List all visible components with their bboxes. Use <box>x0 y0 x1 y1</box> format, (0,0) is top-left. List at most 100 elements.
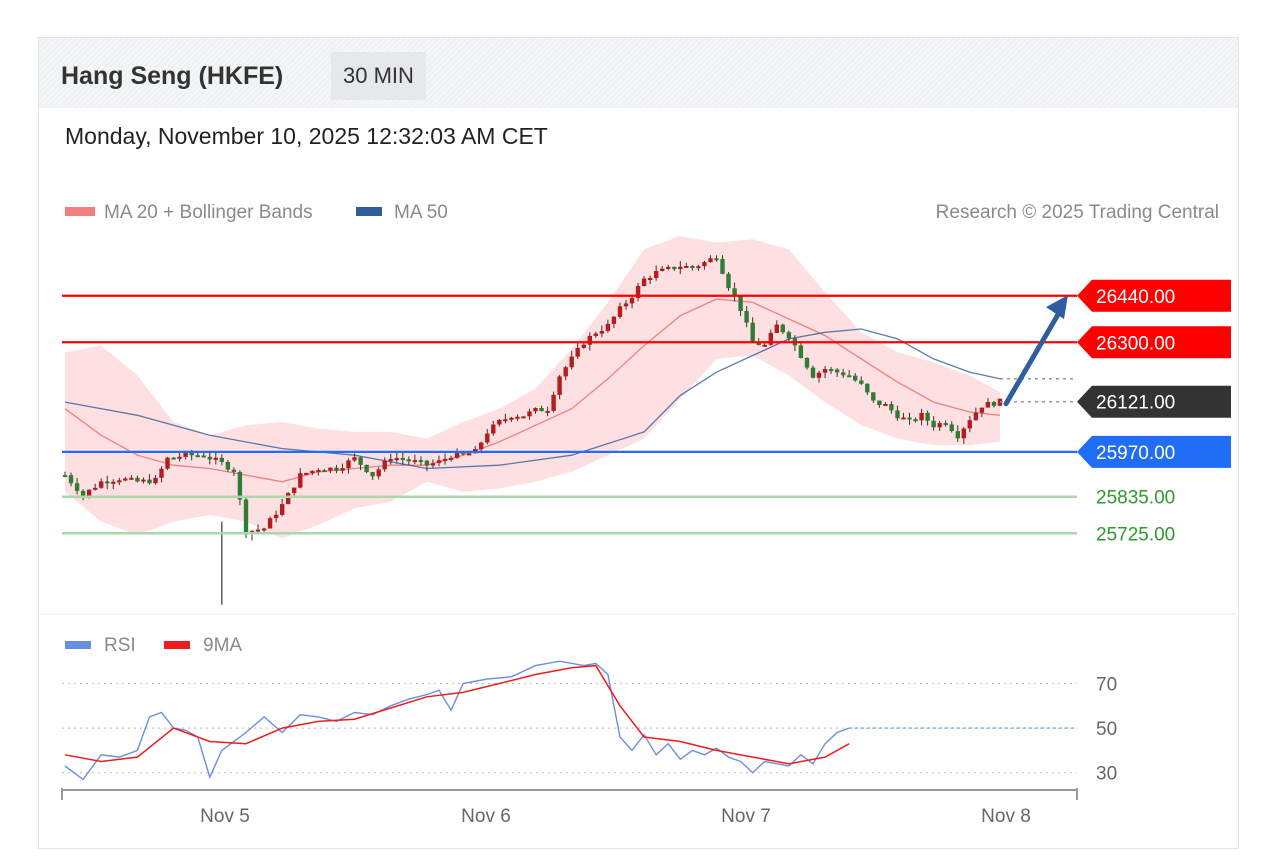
candle-body <box>871 392 876 401</box>
candle <box>539 405 544 412</box>
candle <box>593 331 598 338</box>
candle-body <box>654 271 659 278</box>
candle-body <box>617 306 623 317</box>
candle-body <box>219 457 224 462</box>
candle <box>316 468 321 476</box>
ma50-line <box>64 328 1001 470</box>
candle-body <box>292 487 297 494</box>
candle-body <box>298 473 303 488</box>
candle-body <box>74 483 80 491</box>
rsi-tick-30: 30 <box>1096 764 1117 785</box>
candle-body <box>491 424 496 434</box>
candle-body <box>358 457 363 465</box>
candle-body <box>629 298 635 304</box>
candle-body <box>853 375 858 381</box>
candle <box>714 255 719 262</box>
candle <box>605 319 611 333</box>
candle <box>521 416 526 419</box>
ma50-legend-label: MA 50 <box>394 202 448 223</box>
candle-body <box>575 347 580 357</box>
candle <box>629 295 635 309</box>
candle <box>563 365 568 381</box>
candle-body <box>816 372 822 378</box>
candle-body <box>304 473 309 475</box>
candle-body <box>720 258 725 274</box>
candle <box>828 366 834 374</box>
candle <box>273 510 279 523</box>
candle <box>660 266 665 272</box>
candle-body <box>738 296 743 311</box>
candle <box>907 412 912 425</box>
level-label: 25835.00 <box>1096 488 1175 509</box>
candle <box>62 471 68 478</box>
candle-body <box>714 258 719 261</box>
candle-body <box>768 332 773 345</box>
level-tag <box>1077 279 1231 312</box>
level-tag <box>1077 385 1231 418</box>
candle <box>822 365 828 379</box>
candle <box>388 453 393 465</box>
level-last-price: 26121.00 <box>1000 385 1231 418</box>
candle <box>847 370 852 378</box>
candle-body <box>177 456 182 459</box>
candle-body <box>129 477 134 480</box>
candle-body <box>611 316 617 324</box>
candle-body <box>647 278 653 280</box>
candle <box>913 417 918 423</box>
candle-body <box>551 394 556 411</box>
level-resistance-1: 26300.00 <box>62 326 1231 359</box>
candle-body <box>593 333 598 336</box>
candle-body <box>834 369 840 373</box>
candle-body <box>563 367 568 377</box>
candle-body <box>877 400 882 405</box>
x-tick-nov6: Nov 6 <box>461 806 511 827</box>
candle <box>406 456 411 465</box>
candle <box>780 323 785 335</box>
candle-body <box>436 460 442 464</box>
candle <box>599 325 605 338</box>
candle-body <box>412 460 418 463</box>
candle-body <box>865 383 870 393</box>
candle-body <box>925 412 930 421</box>
candle-body <box>86 489 92 496</box>
candle <box>750 317 755 342</box>
candle-body <box>135 477 140 482</box>
candle <box>678 260 683 274</box>
rsi9ma-legend-label: 9MA <box>203 635 242 656</box>
candle <box>117 477 122 486</box>
candle <box>702 260 707 270</box>
candle-body <box>895 410 900 419</box>
candle <box>509 416 514 423</box>
candle <box>527 408 532 420</box>
candle <box>310 470 315 476</box>
candle <box>352 453 357 463</box>
candle <box>298 468 303 489</box>
candle <box>889 401 894 414</box>
level-label: 25725.00 <box>1096 524 1175 545</box>
candle <box>400 452 405 465</box>
candle <box>581 343 586 349</box>
candle-body <box>280 504 285 515</box>
candle-body <box>744 311 749 323</box>
candle <box>804 357 810 370</box>
candle-body <box>985 402 991 408</box>
candle <box>286 492 291 505</box>
candle-body <box>756 341 761 345</box>
candle <box>135 475 140 483</box>
candle <box>623 300 629 310</box>
candle-body <box>467 453 472 456</box>
candle-body <box>545 410 550 413</box>
candle <box>213 452 218 465</box>
timeframe-button[interactable]: 30 MIN <box>331 52 426 100</box>
candle <box>871 391 876 403</box>
candle <box>364 464 369 474</box>
candle-body <box>207 456 212 460</box>
candle-body <box>394 458 399 460</box>
candle <box>551 391 556 413</box>
candle <box>394 452 399 464</box>
price-levels: 26440.00 26300.00 26121.00 25970.00 25835.00… <box>62 279 1231 545</box>
candle <box>979 407 985 418</box>
candle-body <box>690 266 695 268</box>
candle-body <box>750 322 755 342</box>
timestamp: Monday, November 10, 2025 12:32:03 AM CE… <box>65 123 548 149</box>
